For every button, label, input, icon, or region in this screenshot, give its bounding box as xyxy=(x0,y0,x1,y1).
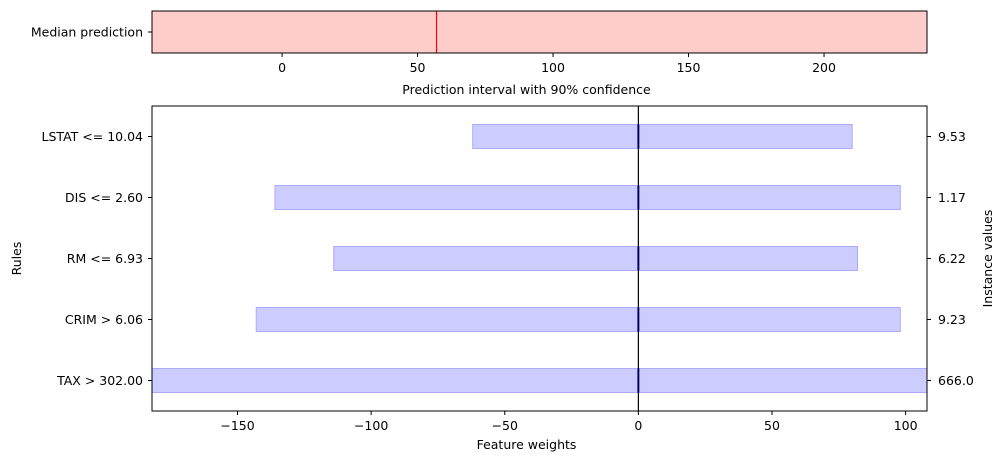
rule-label: LSTAT <= 10.04 xyxy=(42,129,144,144)
xtick-label: 100 xyxy=(894,418,918,433)
xtick-label: 50 xyxy=(764,418,780,433)
xtick-label: −50 xyxy=(492,418,518,433)
prediction-interval-panel: Median prediction 0 50 100 150 200 Prediction … xyxy=(31,10,928,97)
rule-bar xyxy=(333,246,859,271)
instance-value: 666.0 xyxy=(938,373,974,388)
instance-value: 9.53 xyxy=(938,129,966,144)
instance-value: 1.17 xyxy=(938,190,966,205)
xtick-label: 150 xyxy=(677,60,701,75)
xtick-label: −100 xyxy=(354,418,388,433)
xtick-label: 50 xyxy=(410,60,426,75)
rule-label: TAX > 302.00 xyxy=(56,373,143,388)
rule-label: RM <= 6.93 xyxy=(67,251,143,266)
xtick-label: 0 xyxy=(634,418,642,433)
xtick-label: 100 xyxy=(541,60,565,75)
y-axis-label: Rules xyxy=(9,242,24,276)
instance-value: 6.22 xyxy=(938,251,966,266)
interval-band xyxy=(152,11,927,53)
rule-label: DIS <= 2.60 xyxy=(65,190,143,205)
y-axis-label-right: Instance values xyxy=(980,210,995,308)
rule-bar xyxy=(472,124,853,149)
instance-value: 9.23 xyxy=(938,312,966,327)
xtick-label: 200 xyxy=(812,60,836,75)
x-axis-label: Prediction interval with 90% confidence xyxy=(402,82,651,97)
rule-bar xyxy=(274,185,901,210)
axes-frame xyxy=(151,105,928,412)
rule-bar xyxy=(255,307,901,332)
ytick-label: Median prediction xyxy=(31,25,143,40)
xtick-label: −150 xyxy=(220,418,254,433)
xtick-label: 0 xyxy=(278,60,286,75)
x-axis-label: Feature weights xyxy=(477,437,577,452)
feature-weights-panel: LSTAT <= 10.04 9.53 DIS <= 2.60 1.17 RM <= 6… xyxy=(9,105,995,452)
rule-label: CRIM > 6.06 xyxy=(65,312,143,327)
rule-bar xyxy=(151,368,928,393)
